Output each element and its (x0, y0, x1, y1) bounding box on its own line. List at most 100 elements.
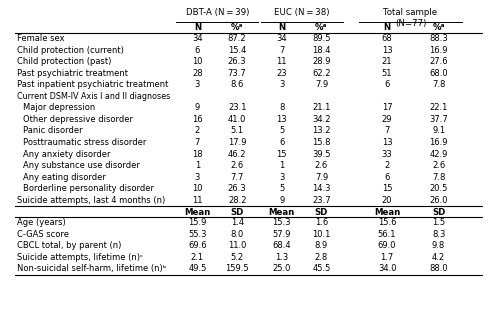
Text: 20.5: 20.5 (429, 184, 448, 193)
Text: 23.1: 23.1 (228, 103, 246, 112)
Text: 7.7: 7.7 (230, 173, 244, 182)
Text: 1: 1 (195, 161, 200, 170)
Text: 46.2: 46.2 (228, 149, 246, 158)
Text: 7.9: 7.9 (315, 173, 328, 182)
Text: EUC (N = 38): EUC (N = 38) (274, 8, 329, 17)
Text: 2: 2 (385, 161, 390, 170)
Text: Past psychiatric treatment: Past psychiatric treatment (17, 69, 127, 78)
Text: Suicide attempts, lifetime (n)ᶜ: Suicide attempts, lifetime (n)ᶜ (17, 253, 142, 262)
Text: Major depression: Major depression (23, 103, 95, 112)
Text: 7.8: 7.8 (432, 173, 446, 182)
Text: 6: 6 (385, 80, 390, 89)
Text: 6: 6 (195, 46, 200, 55)
Text: 3: 3 (279, 173, 285, 182)
Text: Non-suicidal self-harm, lifetime (n)ᵇ: Non-suicidal self-harm, lifetime (n)ᵇ (17, 264, 166, 273)
Text: 16: 16 (192, 115, 203, 124)
Text: 37.7: 37.7 (429, 115, 448, 124)
Text: 13.2: 13.2 (312, 126, 331, 135)
Text: CBCL total, by parent (n): CBCL total, by parent (n) (17, 241, 121, 250)
Text: 16.9: 16.9 (429, 138, 448, 147)
Text: N: N (194, 24, 201, 33)
Text: DBT-A (N = 39): DBT-A (N = 39) (185, 8, 249, 17)
Text: 13: 13 (276, 115, 287, 124)
Text: 69.0: 69.0 (378, 241, 396, 250)
Text: Female sex: Female sex (17, 34, 64, 43)
Text: 28.9: 28.9 (312, 57, 331, 66)
Text: 62.2: 62.2 (312, 69, 331, 78)
Text: %ᵃ: %ᵃ (432, 24, 445, 33)
Text: 15.9: 15.9 (188, 218, 206, 227)
Text: Age (years): Age (years) (17, 218, 65, 227)
Text: 68.4: 68.4 (272, 241, 291, 250)
Text: 13: 13 (382, 46, 392, 55)
Text: 5: 5 (279, 126, 285, 135)
Text: 1.6: 1.6 (315, 218, 328, 227)
Text: Other depressive disorder: Other depressive disorder (23, 115, 133, 124)
Text: Total sample
(N=77): Total sample (N=77) (384, 8, 438, 28)
Text: 49.5: 49.5 (188, 264, 206, 273)
Text: Any anxiety disorder: Any anxiety disorder (23, 149, 111, 158)
Text: 39.5: 39.5 (312, 149, 331, 158)
Text: Child protection (current): Child protection (current) (17, 46, 123, 55)
Text: 11.0: 11.0 (228, 241, 246, 250)
Text: %ᵃ: %ᵃ (231, 24, 244, 33)
Text: 15.8: 15.8 (312, 138, 331, 147)
Text: 1: 1 (279, 161, 285, 170)
Text: Any substance use disorder: Any substance use disorder (23, 161, 140, 170)
Text: 16.9: 16.9 (429, 46, 448, 55)
Text: 18.4: 18.4 (312, 46, 331, 55)
Text: SD: SD (315, 208, 328, 217)
Text: 2.6: 2.6 (315, 161, 328, 170)
Text: 23.7: 23.7 (312, 196, 331, 205)
Text: 25.0: 25.0 (272, 264, 291, 273)
Text: Past inpatient psychiatric treatment: Past inpatient psychiatric treatment (17, 80, 168, 89)
Text: Any eating disorder: Any eating disorder (23, 173, 106, 182)
Text: 42.9: 42.9 (429, 149, 448, 158)
Text: 10: 10 (192, 57, 203, 66)
Text: 5.1: 5.1 (231, 126, 244, 135)
Text: 28.2: 28.2 (228, 196, 246, 205)
Text: 15.3: 15.3 (272, 218, 291, 227)
Text: 55.3: 55.3 (188, 230, 206, 239)
Text: 2: 2 (195, 126, 200, 135)
Text: 15: 15 (276, 149, 287, 158)
Text: 68.0: 68.0 (429, 69, 448, 78)
Text: 23: 23 (276, 69, 287, 78)
Text: 8.3: 8.3 (432, 230, 446, 239)
Text: 2.6: 2.6 (230, 161, 244, 170)
Text: 26.3: 26.3 (228, 184, 246, 193)
Text: 11: 11 (276, 57, 287, 66)
Text: 28: 28 (192, 69, 203, 78)
Text: Suicide attempts, last 4 months (n): Suicide attempts, last 4 months (n) (17, 196, 165, 205)
Text: Mean: Mean (374, 208, 400, 217)
Text: 13: 13 (382, 138, 392, 147)
Text: 26.0: 26.0 (429, 196, 448, 205)
Text: 1.3: 1.3 (275, 253, 288, 262)
Text: 17.9: 17.9 (228, 138, 246, 147)
Text: 7: 7 (385, 126, 390, 135)
Text: 3: 3 (279, 80, 285, 89)
Text: 69.6: 69.6 (188, 241, 206, 250)
Text: 7.8: 7.8 (432, 80, 446, 89)
Text: 33: 33 (382, 149, 392, 158)
Text: 87.2: 87.2 (228, 34, 246, 43)
Text: Child protection (past): Child protection (past) (17, 57, 111, 66)
Text: 2.8: 2.8 (315, 253, 328, 262)
Text: 8.6: 8.6 (230, 80, 244, 89)
Text: 1.4: 1.4 (231, 218, 244, 227)
Text: 8.9: 8.9 (315, 241, 328, 250)
Text: 4.2: 4.2 (432, 253, 445, 262)
Text: 20: 20 (382, 196, 392, 205)
Text: N: N (278, 24, 285, 33)
Text: 7.9: 7.9 (315, 80, 328, 89)
Text: 10: 10 (192, 184, 203, 193)
Text: 5.2: 5.2 (231, 253, 244, 262)
Text: 51: 51 (382, 69, 392, 78)
Text: 88.0: 88.0 (429, 264, 448, 273)
Text: 34.2: 34.2 (312, 115, 331, 124)
Text: 34: 34 (192, 34, 203, 43)
Text: 27.6: 27.6 (429, 57, 448, 66)
Text: 34: 34 (276, 34, 287, 43)
Text: %ᵃ: %ᵃ (315, 24, 328, 33)
Text: 15: 15 (382, 184, 392, 193)
